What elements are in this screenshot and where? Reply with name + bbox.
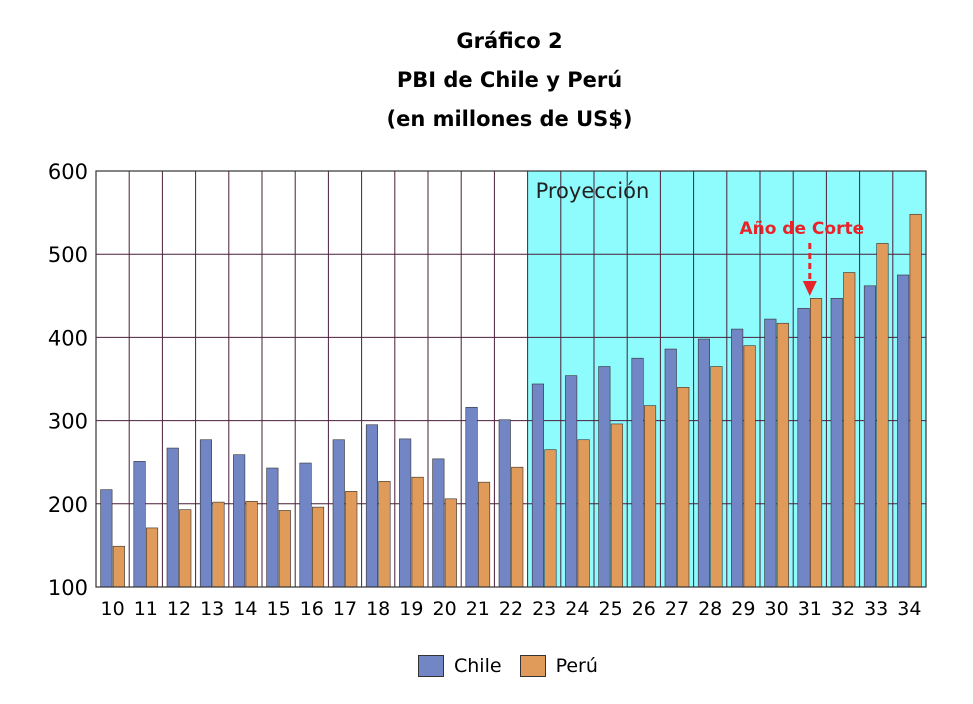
bar-chile [631,357,644,588]
bar-chile [166,447,179,588]
x-tick-label: 34 [897,598,921,620]
bar-chile [465,406,478,588]
x-tick-label: 30 [765,598,789,620]
x-tick-label: 17 [333,598,357,620]
bar-chile [797,307,810,588]
y-tick-label: 100 [48,576,88,600]
bar-peru [212,501,225,588]
bar-peru [610,423,623,588]
bar-chile [897,274,910,588]
bar-peru [477,481,491,588]
y-tick-label: 500 [48,243,88,267]
bar-peru [544,449,557,588]
x-tick-label: 27 [665,598,689,620]
cutoff-label: Año de Corte [739,219,864,239]
bar-chile [598,366,611,588]
bar-peru [776,322,789,588]
x-tick-label: 11 [134,598,158,620]
bar-peru [843,272,856,588]
x-tick-label: 21 [466,598,490,620]
x-tick-label: 19 [399,598,423,620]
legend-swatch-peru [519,655,546,677]
bar-chile [365,424,379,588]
chart-title-block: Gráfico 2 PBI de Chile y Perú (en millon… [0,22,973,139]
bar-chile [830,297,843,588]
bar-peru [411,476,424,588]
plot-area-border [95,170,927,588]
bar-chile [399,438,412,588]
legend-item-chile: Chile [418,655,502,677]
y-tick-label: 200 [48,493,88,517]
bar-chile [697,338,711,588]
legend-label-chile: Chile [454,655,502,677]
y-tick-label: 400 [48,326,88,350]
bar-peru [909,213,922,588]
bar-peru [511,466,524,588]
x-tick-label: 26 [632,598,656,620]
projection-label: Proyección [536,179,650,203]
bar-peru [577,439,590,588]
bar-chile [432,458,445,588]
x-tick-label: 16 [300,598,324,620]
x-tick-label: 28 [698,598,722,620]
bar-peru [311,506,325,588]
y-tick-label: 300 [48,410,88,434]
x-tick-label: 13 [200,598,224,620]
bar-peru [444,498,457,588]
bar-chile [764,318,777,588]
bar-peru [378,481,391,588]
bar-chile [199,439,212,588]
x-tick-label: 25 [599,598,623,620]
legend-label-peru: Perú [555,655,598,677]
bar-peru [146,527,159,588]
bar-peru [345,491,358,588]
bar-peru [809,297,823,588]
bar-peru [179,509,192,588]
x-tick-label: 24 [565,598,589,620]
x-tick-label: 20 [433,598,457,620]
legend-swatch-chile [418,655,444,677]
bar-chile [100,489,113,588]
bar-chile [863,285,877,588]
x-tick-label: 22 [499,598,523,620]
bar-chile [531,383,545,588]
x-tick-label: 33 [864,598,888,620]
legend: Chile Perú [418,655,616,677]
x-tick-label: 14 [233,598,257,620]
chart-title: Gráfico 2 [456,29,563,53]
x-tick-label: 12 [167,598,191,620]
bar-peru [710,366,723,588]
x-tick-label: 15 [267,598,291,620]
bar-peru [743,345,756,588]
bar-chile [565,375,578,588]
bar-chile [299,462,312,588]
chart-subtitle: PBI de Chile y Perú [396,68,623,92]
x-tick-label: 32 [831,598,855,620]
bar-peru [112,545,125,588]
legend-item-peru: Perú [519,655,598,677]
cutoff-arrow-head [802,281,817,296]
y-tick-label: 600 [48,160,88,184]
x-tick-label: 29 [731,598,755,620]
bar-peru [643,405,657,588]
bar-chile [332,439,345,588]
x-tick-label: 18 [366,598,390,620]
bar-chile [731,328,744,588]
bar-peru [677,387,690,588]
x-tick-label: 23 [532,598,556,620]
bar-peru [876,243,889,588]
bar-chile [498,419,511,588]
chart-units: (en millones de US$) [386,107,633,131]
bar-chile [133,461,146,588]
bar-chile [266,467,279,588]
bar-peru [245,501,258,588]
bar-peru [278,510,291,588]
x-tick-label: 10 [101,598,125,620]
bar-chile [664,348,677,588]
bar-chile [233,454,246,588]
x-tick-label: 31 [798,598,822,620]
